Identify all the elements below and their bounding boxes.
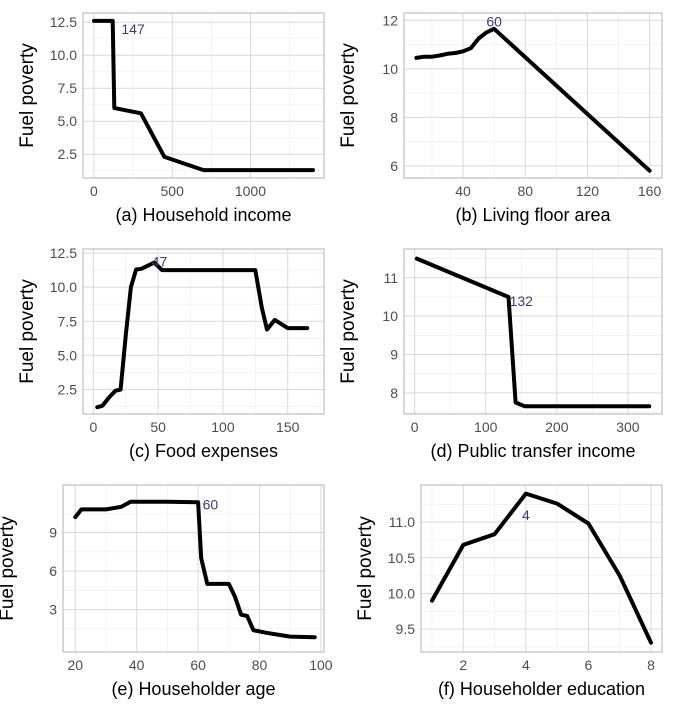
plot-frame <box>82 248 325 415</box>
series-line <box>95 260 310 410</box>
plot-frame <box>420 484 663 653</box>
panel-caption: (e) Householder age <box>111 679 275 699</box>
y-tick-label: 11 <box>383 270 398 286</box>
y-tick-label: 8 <box>390 109 398 125</box>
annotation-label: 132 <box>510 293 534 309</box>
plot-frame <box>82 12 325 179</box>
panel-caption: (d) Public transfer income <box>430 441 635 461</box>
annotation-label: 147 <box>121 21 145 37</box>
x-tick-label: 4 <box>522 657 530 673</box>
panel-caption: (c) Food expenses <box>129 441 278 461</box>
annotation-label: 60 <box>203 496 219 512</box>
y-tick-label: 5.0 <box>58 113 78 129</box>
plot-frame <box>62 484 325 653</box>
x-tick-label: 6 <box>585 657 593 673</box>
panel-food-expenses: 0 50 100 150 2.5 5.0 7.5 10.0 12.5 47 Fuel poverty… <box>17 245 325 461</box>
panel-caption: (b) Living floor area <box>455 205 611 225</box>
annotation-label: 47 <box>152 253 168 269</box>
y-tick-label: 10 <box>382 308 398 324</box>
x-tick-label: 120 <box>576 183 600 199</box>
series-line <box>430 491 653 645</box>
y-tick-label: 9 <box>390 347 398 363</box>
y-tick-label: 7.5 <box>58 80 78 96</box>
x-tick-label: 1000 <box>235 183 266 199</box>
y-tick-label: 12.5 <box>50 14 77 30</box>
x-tick-label: 0 <box>411 419 419 435</box>
series-line <box>73 499 317 640</box>
x-tick-label: 150 <box>276 419 300 435</box>
x-tick-label: 50 <box>150 419 166 435</box>
x-tick-label: 8 <box>647 657 655 673</box>
y-tick-label: 10.0 <box>50 47 77 63</box>
y-tick-label: 10.0 <box>388 585 415 601</box>
y-axis-label: Fuel poverty <box>17 279 38 384</box>
x-tick-label: 160 <box>638 183 662 199</box>
panel-living-floor-area: 40 80 120 160 6 8 10 12 60 Fuel poverty (b) Living… <box>338 12 663 225</box>
y-tick-label: 10.0 <box>50 279 77 295</box>
x-tick-label: 100 <box>474 419 498 435</box>
y-tick-label: 9.5 <box>396 621 416 637</box>
x-tick-label: 2 <box>459 657 467 673</box>
series-line <box>92 18 315 173</box>
x-tick-label: 40 <box>455 183 471 199</box>
plot-frame <box>403 248 663 415</box>
x-tick-label: 80 <box>517 183 533 199</box>
y-tick-label: 2.5 <box>58 381 78 397</box>
x-tick-label: 0 <box>90 183 98 199</box>
y-tick-label: 6 <box>390 158 398 174</box>
y-tick-label: 12.5 <box>50 245 77 261</box>
x-tick-label: 0 <box>89 419 97 435</box>
x-tick-label: 20 <box>67 657 83 673</box>
y-axis-label: Fuel poverty <box>0 516 18 621</box>
y-tick-label: 7.5 <box>58 313 78 329</box>
y-tick-label: 3 <box>49 602 57 618</box>
series-line <box>414 26 652 173</box>
panel-householder-education: 2 4 6 8 9.5 10.0 10.5 11.0 4 Fuel poverty (f) Hous… <box>355 484 663 699</box>
plot-frame <box>403 12 663 179</box>
y-axis-label: Fuel poverty <box>355 516 376 621</box>
annotation-label: 4 <box>522 507 530 523</box>
y-tick-label: 10 <box>382 61 398 77</box>
panel-caption: (a) Household income <box>115 205 291 225</box>
y-axis-label: Fuel poverty <box>17 43 38 148</box>
x-tick-label: 500 <box>161 183 185 199</box>
x-tick-label: 200 <box>545 419 569 435</box>
y-axis-label: Fuel poverty <box>338 279 359 384</box>
x-tick-label: 300 <box>616 419 640 435</box>
y-tick-label: 11.0 <box>389 514 415 530</box>
panel-household-income: 0 500 1000 2.5 5.0 7.5 10.0 12.5 147 Fuel poverty… <box>17 12 325 225</box>
x-tick-label: 80 <box>252 657 268 673</box>
x-tick-label: 40 <box>129 657 145 673</box>
y-tick-label: 6 <box>49 563 57 579</box>
annotation-label: 60 <box>486 13 502 29</box>
series-line <box>414 256 652 409</box>
y-tick-label: 8 <box>390 385 398 401</box>
y-tick-label: 12 <box>382 12 398 28</box>
panel-householder-age: 20 40 60 80 100 3 6 9 60 Fuel poverty (e) Househol… <box>0 484 333 699</box>
x-tick-label: 100 <box>211 419 235 435</box>
y-tick-label: 10.5 <box>388 550 415 566</box>
panel-caption: (f) Householder education <box>438 679 645 699</box>
x-tick-label: 60 <box>190 657 206 673</box>
panel-public-transfer-income: 0 100 200 300 8 9 10 11 132 Fuel poverty (d) Publi… <box>338 248 663 461</box>
y-tick-label: 2.5 <box>58 146 78 162</box>
y-axis-label: Fuel poverty <box>338 43 359 148</box>
y-tick-label: 5.0 <box>58 347 78 363</box>
y-tick-label: 9 <box>49 525 57 541</box>
x-tick-label: 100 <box>309 657 333 673</box>
